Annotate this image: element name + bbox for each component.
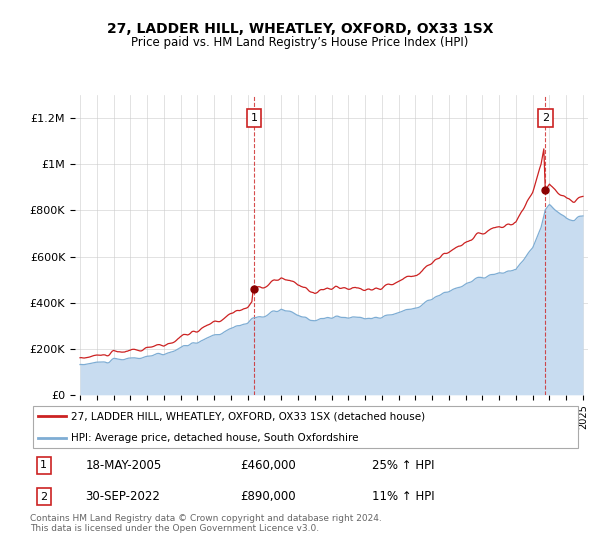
Text: Price paid vs. HM Land Registry’s House Price Index (HPI): Price paid vs. HM Land Registry’s House … xyxy=(131,36,469,49)
Text: 18-MAY-2005: 18-MAY-2005 xyxy=(85,459,161,472)
Text: Contains HM Land Registry data © Crown copyright and database right 2024.
This d: Contains HM Land Registry data © Crown c… xyxy=(30,514,382,534)
Text: 27, LADDER HILL, WHEATLEY, OXFORD, OX33 1SX: 27, LADDER HILL, WHEATLEY, OXFORD, OX33 … xyxy=(107,22,493,36)
Text: 2: 2 xyxy=(40,492,47,502)
Text: £890,000: £890,000 xyxy=(240,490,295,503)
FancyBboxPatch shape xyxy=(33,405,578,449)
Text: 27, LADDER HILL, WHEATLEY, OXFORD, OX33 1SX (detached house): 27, LADDER HILL, WHEATLEY, OXFORD, OX33 … xyxy=(71,411,425,421)
Text: HPI: Average price, detached house, South Oxfordshire: HPI: Average price, detached house, Sout… xyxy=(71,433,359,443)
Point xyxy=(541,185,550,194)
Text: 11% ↑ HPI: 11% ↑ HPI xyxy=(372,490,435,503)
Text: 30-SEP-2022: 30-SEP-2022 xyxy=(85,490,160,503)
Text: 2: 2 xyxy=(542,113,549,123)
Text: 1: 1 xyxy=(40,460,47,470)
Text: 25% ↑ HPI: 25% ↑ HPI xyxy=(372,459,435,472)
Point xyxy=(249,284,259,293)
Text: £460,000: £460,000 xyxy=(240,459,296,472)
Text: 1: 1 xyxy=(251,113,257,123)
